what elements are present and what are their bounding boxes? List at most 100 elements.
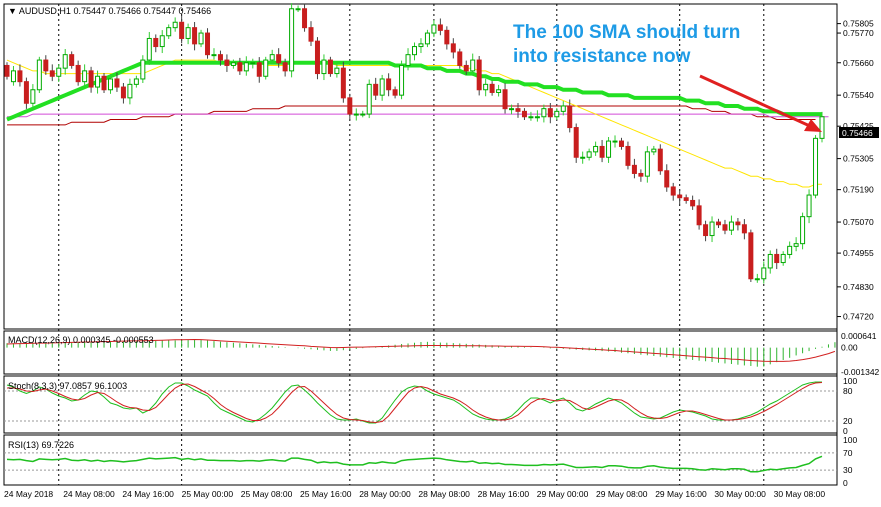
- bull-candle: [211, 54, 217, 57]
- bull-candle: [580, 156, 586, 159]
- bear-candle: [256, 62, 262, 77]
- bear-candle: [716, 221, 722, 226]
- bull-candle: [431, 24, 437, 34]
- bull-candle: [159, 35, 165, 48]
- bear-candle: [670, 186, 676, 196]
- time-tick-label: 25 May 00:00: [182, 489, 234, 499]
- bull-candle: [813, 137, 819, 196]
- bull-candle: [62, 54, 68, 69]
- bull-candle: [780, 253, 786, 264]
- bull-candle: [534, 116, 540, 119]
- bull-candle: [509, 108, 515, 111]
- bull-candle: [806, 194, 812, 218]
- bear-candle: [502, 89, 508, 110]
- bear-candle: [282, 62, 288, 72]
- bear-candle: [314, 40, 320, 75]
- bull-candle: [243, 62, 249, 72]
- symbol-header: ▼ AUDUSD,H1 0.75447 0.75466 0.75447 0.75…: [8, 6, 211, 16]
- bear-candle: [114, 78, 120, 88]
- bull-candle: [185, 27, 191, 39]
- time-tick-label: 25 May 16:00: [300, 489, 352, 499]
- bull-candle: [146, 37, 152, 61]
- bear-candle: [599, 145, 605, 158]
- bear-candle: [276, 54, 282, 64]
- bear-candle: [664, 170, 670, 188]
- bear-candle: [618, 140, 624, 147]
- bear-candle: [690, 199, 696, 207]
- bull-candle: [127, 83, 133, 99]
- bull-candle: [560, 105, 566, 112]
- stoch-scale-label: 0: [843, 426, 848, 436]
- bull-candle: [728, 221, 734, 231]
- bear-candle: [4, 64, 10, 77]
- bear-candle: [657, 148, 663, 172]
- bull-candle: [198, 32, 204, 45]
- bear-candle: [192, 27, 198, 45]
- price-tick-label: 0.75190: [843, 185, 874, 195]
- bull-candle: [754, 278, 760, 281]
- macd-pane[interactable]: [3, 330, 838, 375]
- bear-candle: [392, 89, 398, 96]
- symbol-timeframe: AUDUSD,H1: [19, 6, 71, 16]
- bear-candle: [741, 224, 747, 234]
- time-tick-label: 24 May 16:00: [122, 489, 174, 499]
- bear-candle: [625, 145, 631, 166]
- macd-header: MACD(12,26,9) 0.000345 -0.000553: [8, 335, 154, 345]
- current-price-label: 0.75466: [842, 128, 873, 138]
- bull-candle: [606, 140, 612, 158]
- rsi-header: RSI(13) 69.7226: [8, 440, 74, 450]
- bull-candle: [418, 43, 424, 48]
- bull-candle: [800, 216, 806, 245]
- bull-candle: [787, 245, 793, 255]
- bull-candle: [366, 83, 372, 115]
- bear-candle: [237, 62, 243, 72]
- bear-candle: [17, 70, 23, 83]
- price-tick-label: 0.75540: [843, 90, 874, 100]
- bull-candle: [612, 140, 618, 143]
- bear-candle: [521, 110, 527, 118]
- rsi-line: [6, 455, 823, 473]
- bear-candle: [69, 54, 75, 66]
- rsi-pane[interactable]: [3, 434, 838, 486]
- bear-candle: [205, 32, 211, 56]
- rsi-indicator: 100 70 30 0: [4, 435, 857, 488]
- bear-candle: [722, 224, 728, 231]
- bear-candle: [476, 59, 482, 91]
- bull-candle: [82, 70, 88, 83]
- stoch-header: Stoch(8,3,3) 97.0857 96.1003: [8, 381, 127, 391]
- macd-signal-line: [6, 338, 836, 362]
- bull-candle: [166, 27, 172, 37]
- dropdown-triangle-icon[interactable]: ▼: [8, 6, 19, 16]
- annotation-line-1: The 100 SMA should turn: [513, 22, 740, 43]
- bull-candle: [269, 54, 275, 61]
- bear-candle: [217, 54, 223, 61]
- time-tick-label: 29 May 00:00: [537, 489, 589, 499]
- stoch-pane[interactable]: [3, 375, 838, 434]
- time-tick-label: 29 May 08:00: [596, 489, 648, 499]
- bull-candle: [230, 62, 236, 66]
- price-tick-label: 0.74830: [843, 282, 874, 292]
- time-tick-label: 28 May 08:00: [418, 489, 470, 499]
- candlesticks: [4, 3, 825, 284]
- bull-candle: [593, 145, 599, 153]
- bear-candle: [308, 27, 314, 42]
- bear-candle: [340, 67, 346, 99]
- time-tick-label: 25 May 08:00: [241, 489, 293, 499]
- bear-candle: [489, 83, 495, 93]
- bear-candle: [437, 24, 443, 31]
- bear-candle: [774, 253, 780, 264]
- rsi-scale-label: 100: [843, 435, 857, 445]
- price-tick-label: 0.75805: [843, 19, 874, 29]
- bear-candle: [120, 86, 126, 99]
- bull-candle: [644, 151, 650, 177]
- macd-scale-label: 0.00: [841, 343, 858, 353]
- bull-candle: [10, 70, 16, 83]
- rsi-scale-label: 0: [843, 478, 848, 488]
- bear-candle: [75, 64, 81, 83]
- current-price-marker: [839, 127, 879, 138]
- bull-candle: [263, 59, 269, 77]
